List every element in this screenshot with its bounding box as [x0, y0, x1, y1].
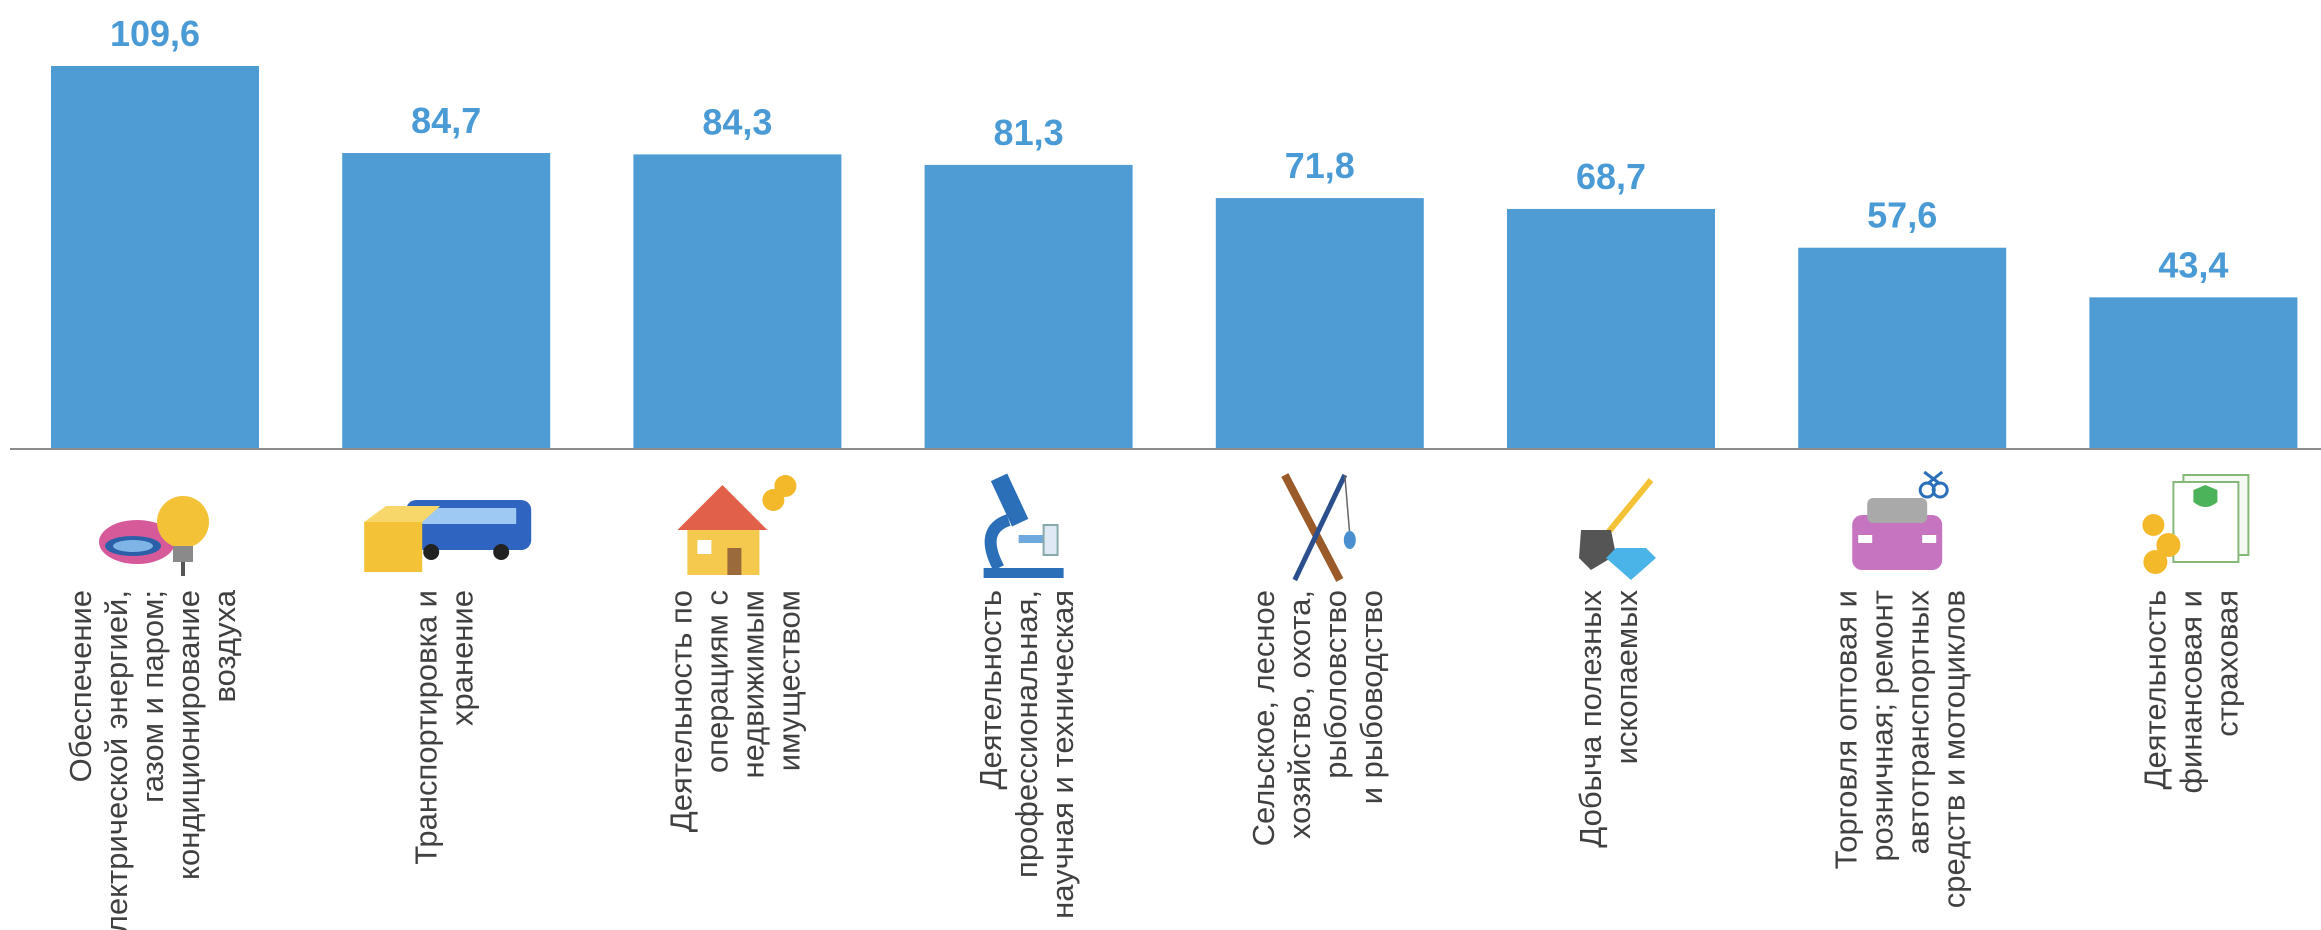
- bar: [1507, 208, 1715, 449]
- fishing-rod-rifle-icon: [1281, 473, 1356, 582]
- bar: [342, 153, 551, 450]
- category-label-line: операциям с: [700, 590, 735, 773]
- category-label: Транспортировка и хранение: [408, 590, 479, 865]
- value-label: 68,7: [1576, 156, 1646, 197]
- category-label: Деятельность по операциям с недвижимым имущ…: [664, 590, 807, 832]
- category-label-line: имуществом: [772, 590, 807, 771]
- bar: [924, 164, 1133, 449]
- category-label-line: хозяйство, охота,: [1282, 590, 1317, 839]
- category-label-line: Сельское, лесное: [1246, 590, 1281, 846]
- gas-flame-lightbulb-icon: [99, 496, 209, 576]
- house-coins-icon: [677, 475, 797, 575]
- icons-group: [99, 470, 2250, 582]
- document-coins-icon: [2142, 474, 2250, 574]
- truck-box-icon: [364, 500, 532, 572]
- microscope-icon: [983, 473, 1064, 578]
- category-label: Деятельность профессиональная, научная и т…: [973, 590, 1080, 919]
- category-label-line: Деятельность: [973, 590, 1008, 790]
- value-labels-group: 109,6 84,7 84,3 81,3 71,8 68,7 57,6 43,4: [110, 13, 2228, 285]
- category-label-line: электрической энергией,: [99, 590, 134, 930]
- category-label: Деятельность финансовая и страховая: [2138, 590, 2245, 793]
- bar: [1215, 198, 1424, 449]
- category-label-line: страховая: [2210, 590, 2245, 737]
- category-label: Сельское, лесное хозяйство, охота, рыболов…: [1246, 590, 1389, 846]
- category-label-line: Транспортировка и: [408, 590, 443, 865]
- category-label-line: недвижимым: [736, 590, 771, 779]
- value-label: 84,7: [411, 100, 481, 141]
- shovel-diamond-icon: [1579, 478, 1656, 580]
- category-label: Обеспечение электрической энергией, газом …: [63, 589, 242, 930]
- bars-group: [51, 66, 2298, 450]
- category-label-line: газом и паром;: [135, 590, 170, 803]
- category-label-line: и рыбоводство: [1354, 590, 1389, 804]
- bar: [2089, 297, 2298, 449]
- category-label-line: автотранспортных: [1900, 590, 1935, 855]
- category-label-line: Деятельность по: [664, 590, 699, 832]
- value-label: 57,6: [1867, 195, 1937, 236]
- value-label: 43,4: [2158, 244, 2228, 285]
- value-label: 109,6: [110, 13, 200, 54]
- car-scissors-icon: [1852, 470, 1949, 570]
- category-label-line: Деятельность: [2138, 590, 2173, 790]
- value-label: 84,3: [702, 101, 772, 142]
- category-label-line: кондиционирование: [171, 590, 206, 880]
- value-label: 81,3: [994, 112, 1064, 153]
- category-label-line: ископаемых: [1609, 590, 1644, 765]
- category-labels-group: Обеспечение электрической энергией, газом …: [63, 589, 2244, 930]
- category-label: Торговля оптовая и розничная; ремонт автот…: [1828, 590, 1971, 909]
- category-label-line: профессиональная,: [1009, 590, 1044, 878]
- bar: [633, 154, 842, 449]
- category-label-line: Добыча полезных: [1573, 590, 1608, 848]
- category-label-line: рыболовство: [1318, 590, 1353, 779]
- category-label-line: средств и мотоциклов: [1936, 590, 1971, 908]
- bar: [1798, 247, 2007, 449]
- category-label-line: научная и техническая: [1045, 590, 1080, 919]
- bar: [51, 66, 259, 449]
- category-label-line: Торговля оптовая и: [1828, 590, 1863, 869]
- category-label-line: розничная; ремонт: [1864, 590, 1899, 862]
- category-label-line: финансовая и: [2174, 590, 2209, 793]
- category-label-line: хранение: [444, 590, 479, 726]
- category-label-line: Обеспечение: [63, 590, 98, 782]
- category-label: Добыча полезных ископаемых: [1573, 590, 1644, 848]
- category-label-line: воздуха: [207, 589, 242, 702]
- value-label: 71,8: [1285, 145, 1355, 186]
